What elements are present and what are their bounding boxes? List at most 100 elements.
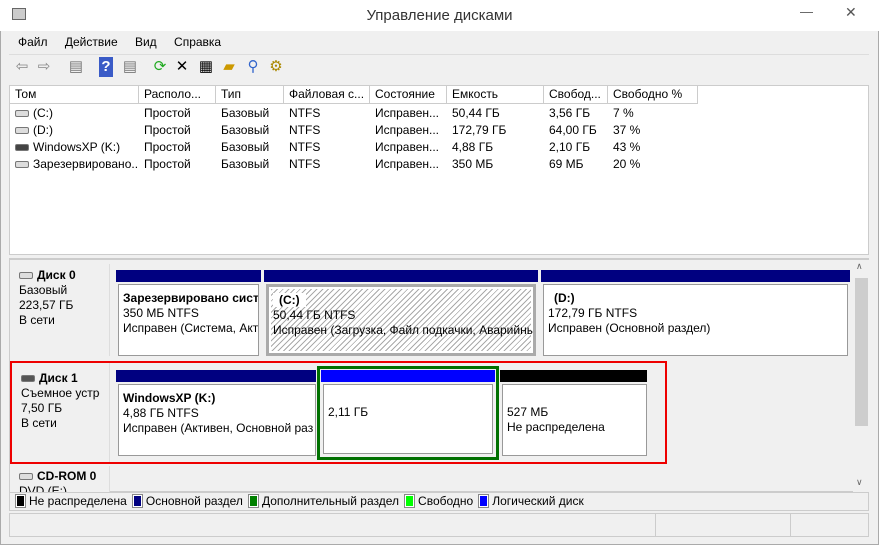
menu-help[interactable]: Справка [174,35,222,49]
unallocated-space[interactable]: 527 МБ Не распределена [502,384,647,456]
show-hide-console-tree-icon[interactable]: ▤ [68,58,84,75]
table-cell: 172,79 ГБ [452,123,507,137]
partition-bar [541,270,850,282]
table-cell: 50,44 ГБ [452,106,500,120]
drive-icon [15,127,29,135]
close-button[interactable]: ✕ [845,4,857,20]
col-type[interactable]: Тип [216,86,284,104]
partition-bar [116,370,316,382]
cdrom-0-label[interactable]: CD-ROM 0 DVD (E:) [10,466,110,492]
cdrom-icon [19,473,33,481]
table-cell: Базовый [221,157,270,171]
explore-icon[interactable]: ⚲ [247,58,259,75]
show-hide-action-pane-icon[interactable]: ▤ [122,58,138,75]
table-cell: Простой [144,106,191,120]
drive-icon [15,144,29,152]
table-cell: Простой [144,157,191,171]
legend-swatch [478,494,490,508]
drive-icon [15,110,29,118]
table-cell: Исправен... [375,106,440,120]
table-cell: 37 % [613,123,641,137]
free-space[interactable]: 2,11 ГБ [323,384,493,454]
partition-bar [264,270,538,282]
open-icon[interactable]: ▰ [223,58,235,75]
properties-icon[interactable]: ▦ [198,58,214,75]
scrollbar-thumb[interactable] [855,278,868,426]
col-capacity[interactable]: Емкость [447,86,544,104]
volume-name-cell[interactable]: (D:) [10,122,139,139]
scrollbar[interactable]: ∧ ∨ [853,260,869,492]
delete-icon[interactable]: ✕ [175,58,189,75]
menu-view[interactable]: Вид [134,35,157,49]
partition-k[interactable]: WindowsXP (K:) 4,88 ГБ NTFS Исправен (Акти… [118,384,316,456]
legend-item: Основной раздел [131,494,243,508]
legend-swatch [15,494,26,508]
table-cell: 4,88 ГБ [452,140,494,154]
volume-name-cell[interactable]: Зарезервировано... [10,156,139,173]
extended-partition[interactable]: 2,11 ГБ [317,366,499,460]
table-cell: Простой [144,123,191,137]
disk-1-label[interactable]: Диск 1 Съемное устрой 7,50 ГБ В сети [12,363,110,462]
disk-type: Базовый [19,283,68,297]
disk-name: Диск 1 [39,371,78,385]
settings-icon[interactable]: ⚙ [269,58,283,75]
volume-name-cell[interactable]: WindowsXP (K:) [10,139,139,156]
forward-icon[interactable]: ⇨ [37,58,51,75]
disk-1-highlight [10,361,667,464]
table-cell: Исправен... [375,123,440,137]
scroll-up-icon[interactable]: ∧ [856,261,863,271]
col-free-percent[interactable]: Свободно % [608,86,698,104]
partition-bar [500,370,647,382]
menu-bar: Файл Действие Вид Справка [18,35,235,49]
disk-name: Диск 0 [37,268,76,282]
table-cell: 43 % [613,140,641,154]
table-cell: 7 % [613,106,634,120]
menu-file[interactable]: Файл [18,35,48,49]
drive-icon [15,161,29,169]
legend-swatch [247,494,259,508]
table-cell: NTFS [289,106,321,120]
removable-disk-icon [21,375,35,383]
partition-bar [116,270,261,282]
table-cell: NTFS [289,140,321,154]
minimize-button[interactable]: — [800,4,813,19]
disk-map: Диск 0 Базовый 223,57 ГБ В сети Зарезерв… [9,258,869,492]
legend-item: Свободно [404,494,473,508]
volume-list: Том Располо... Тип Файловая с... Состоян… [9,85,869,255]
col-status[interactable]: Состояние [370,86,447,104]
window-title: Управление дисками [366,7,513,24]
disk-type: DVD (E:) [19,484,67,492]
help-icon[interactable]: ? [99,57,113,77]
table-cell: Базовый [221,123,270,137]
col-volume[interactable]: Том [10,86,139,104]
partition-d[interactable]: (D:) 172,79 ГБ NTFS Исправен (Основной раз… [543,284,848,356]
table-cell: 3,56 ГБ [549,106,591,120]
partition-bar [321,370,495,382]
partition-reserved[interactable]: Зарезервировано систе 350 МБ NTFS Исправен… [118,284,259,356]
table-cell: 69 МБ [549,157,584,171]
table-cell: Исправен... [375,140,440,154]
disk-0-label[interactable]: Диск 0 Базовый 223,57 ГБ В сети [10,264,110,356]
volume-name-cell[interactable]: (C:) [10,105,139,122]
table-cell: NTFS [289,157,321,171]
disk-size: 223,57 ГБ [19,298,74,312]
partition-c[interactable]: (C:) 50,44 ГБ NTFS Исправен (Загрузка, Фай… [266,284,536,356]
table-cell: 20 % [613,157,641,171]
refresh-icon[interactable]: ⟳ [153,58,167,75]
legend-item: Не распределена [15,494,127,508]
disk-name: CD-ROM 0 [37,469,97,483]
disk-icon [19,272,33,280]
back-icon[interactable]: ⇦ [15,58,29,75]
table-cell: Базовый [221,106,270,120]
status-bar [9,513,869,537]
scroll-down-icon[interactable]: ∨ [856,477,863,487]
menu-action[interactable]: Действие [64,35,118,49]
col-free[interactable]: Свобод... [544,86,608,104]
table-cell: Исправен... [375,157,440,171]
disk-size: 7,50 ГБ [21,401,63,415]
col-layout[interactable]: Располо... [139,86,216,104]
col-filesystem[interactable]: Файловая с... [284,86,370,104]
table-cell: 350 МБ [452,157,494,171]
legend-swatch [131,494,143,508]
table-cell: Простой [144,140,191,154]
